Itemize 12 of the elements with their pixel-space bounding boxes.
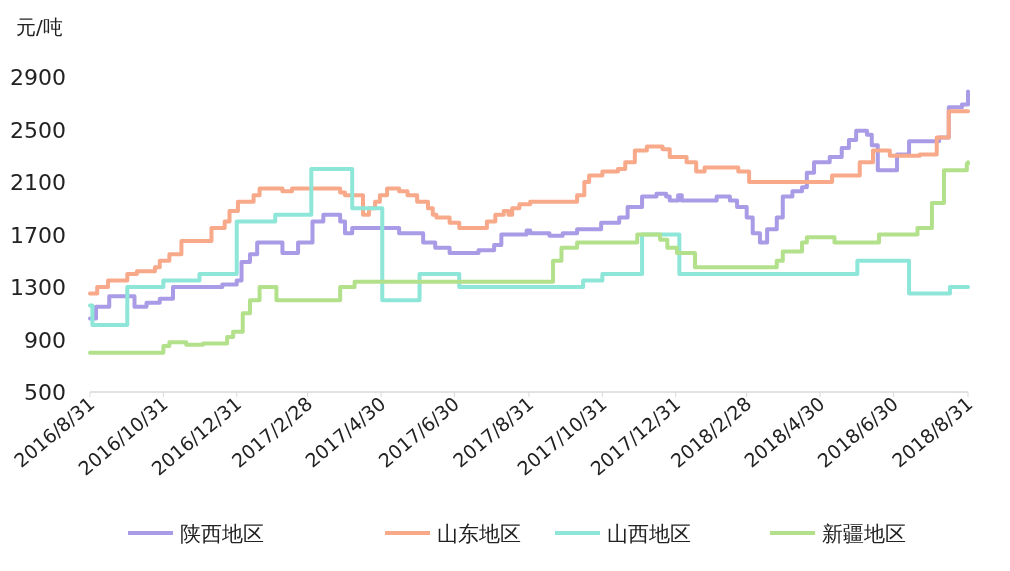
y-tick-label: 500 bbox=[24, 380, 66, 405]
y-tick-label: 2500 bbox=[10, 117, 66, 143]
legend-label: 山东地区 bbox=[437, 522, 521, 546]
legend-label: 陕西地区 bbox=[180, 522, 264, 546]
y-axis-title: 元/吨 bbox=[16, 15, 63, 39]
y-tick-label: 900 bbox=[24, 327, 66, 353]
y-tick-label: 1700 bbox=[10, 222, 66, 248]
y-tick-label: 2100 bbox=[10, 170, 66, 195]
legend-label: 山西地区 bbox=[607, 522, 691, 546]
legend-label: 新疆地区 bbox=[822, 522, 906, 546]
y-tick-label: 1300 bbox=[10, 275, 66, 300]
y-tick-label: 2900 bbox=[10, 65, 66, 90]
